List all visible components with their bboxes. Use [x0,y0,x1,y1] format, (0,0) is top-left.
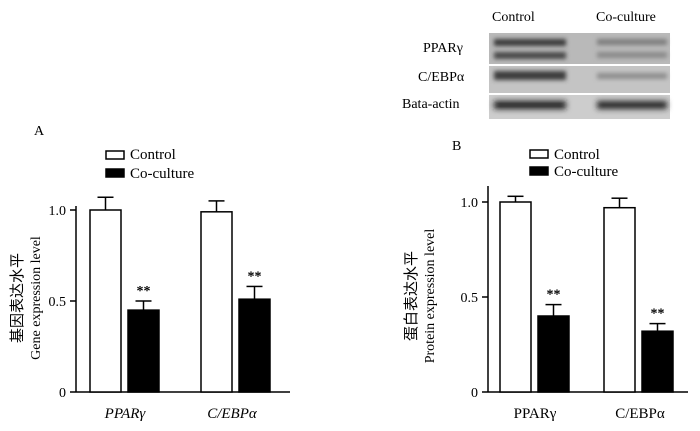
panel-b-letter: B [452,139,461,154]
panel-b-y-axis-title: 蛋白表达水平 Protein expression level [403,229,438,364]
x-tick-label-cebp: C/EBPα [615,406,665,422]
panel-b: B Control Co-culture 蛋白表达水平 Protein expr… [403,139,688,422]
panel-a-legend: Control Co-culture [105,147,194,182]
y-axis-title-en: Protein expression level [423,229,438,364]
blot-column-label-coculture: Co-culture [596,10,656,25]
legend-swatch-control [529,149,549,159]
bar [89,209,122,393]
blot-panel-ppar [489,33,670,64]
bar [499,201,532,393]
y-tick-label: 0 [471,386,478,401]
significance-marker: ** [651,307,665,322]
y-ticks: 0 0.5 1.0 [461,196,488,401]
legend-label-control: Control [554,147,600,163]
bars: ** ** [499,195,674,393]
panel-b-legend: Control Co-culture [529,147,618,180]
y-axis-title-cn: 基因表达水平 [9,253,26,343]
blot-row-label-cebp: C/EBPα [418,70,465,85]
panel-a-letter: A [34,124,45,139]
y-tick-label: 1.0 [461,196,479,211]
y-axis-title-en: Gene expression level [29,236,44,360]
x-tick-label-ppar: PPARγ [104,406,147,422]
legend-swatch-coculture [105,168,125,178]
significance-marker: ** [547,288,561,303]
legend-swatch-control [105,150,125,160]
bar [641,330,674,393]
legend-label-coculture: Co-culture [554,164,618,180]
y-tick-label: 1.0 [49,204,67,219]
bars: ** ** [89,196,271,393]
y-tick-label: 0.5 [461,291,479,306]
significance-marker: ** [137,284,151,299]
x-tick-label-cebp: C/EBPα [207,406,258,422]
y-ticks: 0 0.5 1.0 [49,204,76,401]
legend-swatch-coculture [529,166,549,176]
blot-row-label-actin: Bata-actin [402,97,460,112]
y-tick-label: 0 [59,386,66,401]
bar [537,315,570,393]
bar [200,211,233,393]
blot-panel-actin [489,95,670,119]
panel-a: A Control Co-culture 基因表达水平 Gene express… [9,124,290,422]
blot-column-label-control: Control [492,10,535,25]
significance-marker: ** [248,269,262,284]
y-tick-label: 0.5 [49,295,67,310]
blot-row-label-ppar: PPARγ [423,41,463,56]
legend-label-coculture: Co-culture [130,166,194,182]
bar [238,298,271,393]
western-blot: Control Co-culture PPARγ C/EBPα Bata-act… [402,10,670,119]
legend-label-control: Control [130,147,176,163]
blot-panel-cebp [489,66,670,93]
bar [603,206,636,393]
x-tick-label-ppar: PPARγ [514,406,557,422]
y-axis-title-cn: 蛋白表达水平 [403,251,420,341]
panel-a-y-axis-title: 基因表达水平 Gene expression level [9,236,44,360]
bar [127,309,160,393]
